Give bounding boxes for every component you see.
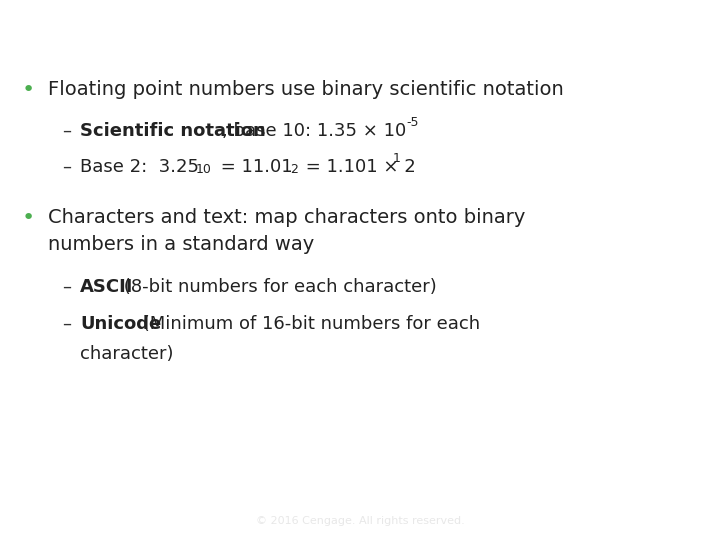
Text: (Minimum of 16-bit numbers for each: (Minimum of 16-bit numbers for each [137,315,480,333]
Text: –: – [62,315,71,333]
Text: Characters and text: map characters onto binary: Characters and text: map characters onto… [48,208,526,227]
Text: Floating point numbers use binary scientific notation: Floating point numbers use binary scient… [48,80,564,99]
Text: Base 2:  3.25: Base 2: 3.25 [80,158,199,176]
Text: –: – [62,122,71,140]
Text: = 11.01: = 11.01 [215,158,292,176]
Text: ✱: ✱ [16,513,29,528]
Text: character): character) [80,345,174,363]
Text: –: – [62,158,71,176]
Text: CENGAGE: CENGAGE [43,514,117,528]
Text: 2: 2 [290,163,298,176]
Text: The Binary Numbering System (9 of 21): The Binary Numbering System (9 of 21) [16,11,570,39]
Text: = 1.101 × 2: = 1.101 × 2 [300,158,415,176]
Text: © 2016 Cengage. All rights reserved.: © 2016 Cengage. All rights reserved. [256,516,464,525]
Text: •: • [22,208,35,228]
Text: , base 10: 1.35 × 10: , base 10: 1.35 × 10 [222,122,406,140]
Text: Scientific notation: Scientific notation [80,122,266,140]
Text: 1: 1 [393,152,401,165]
Text: –: – [62,278,71,296]
Text: ASCII: ASCII [80,278,133,296]
Text: 10: 10 [196,163,212,176]
Text: -5: -5 [406,116,418,129]
Text: numbers in a standard way: numbers in a standard way [48,235,314,254]
Text: •: • [22,80,35,100]
Text: Unicode: Unicode [80,315,161,333]
Text: (8-bit numbers for each character): (8-bit numbers for each character) [118,278,437,296]
